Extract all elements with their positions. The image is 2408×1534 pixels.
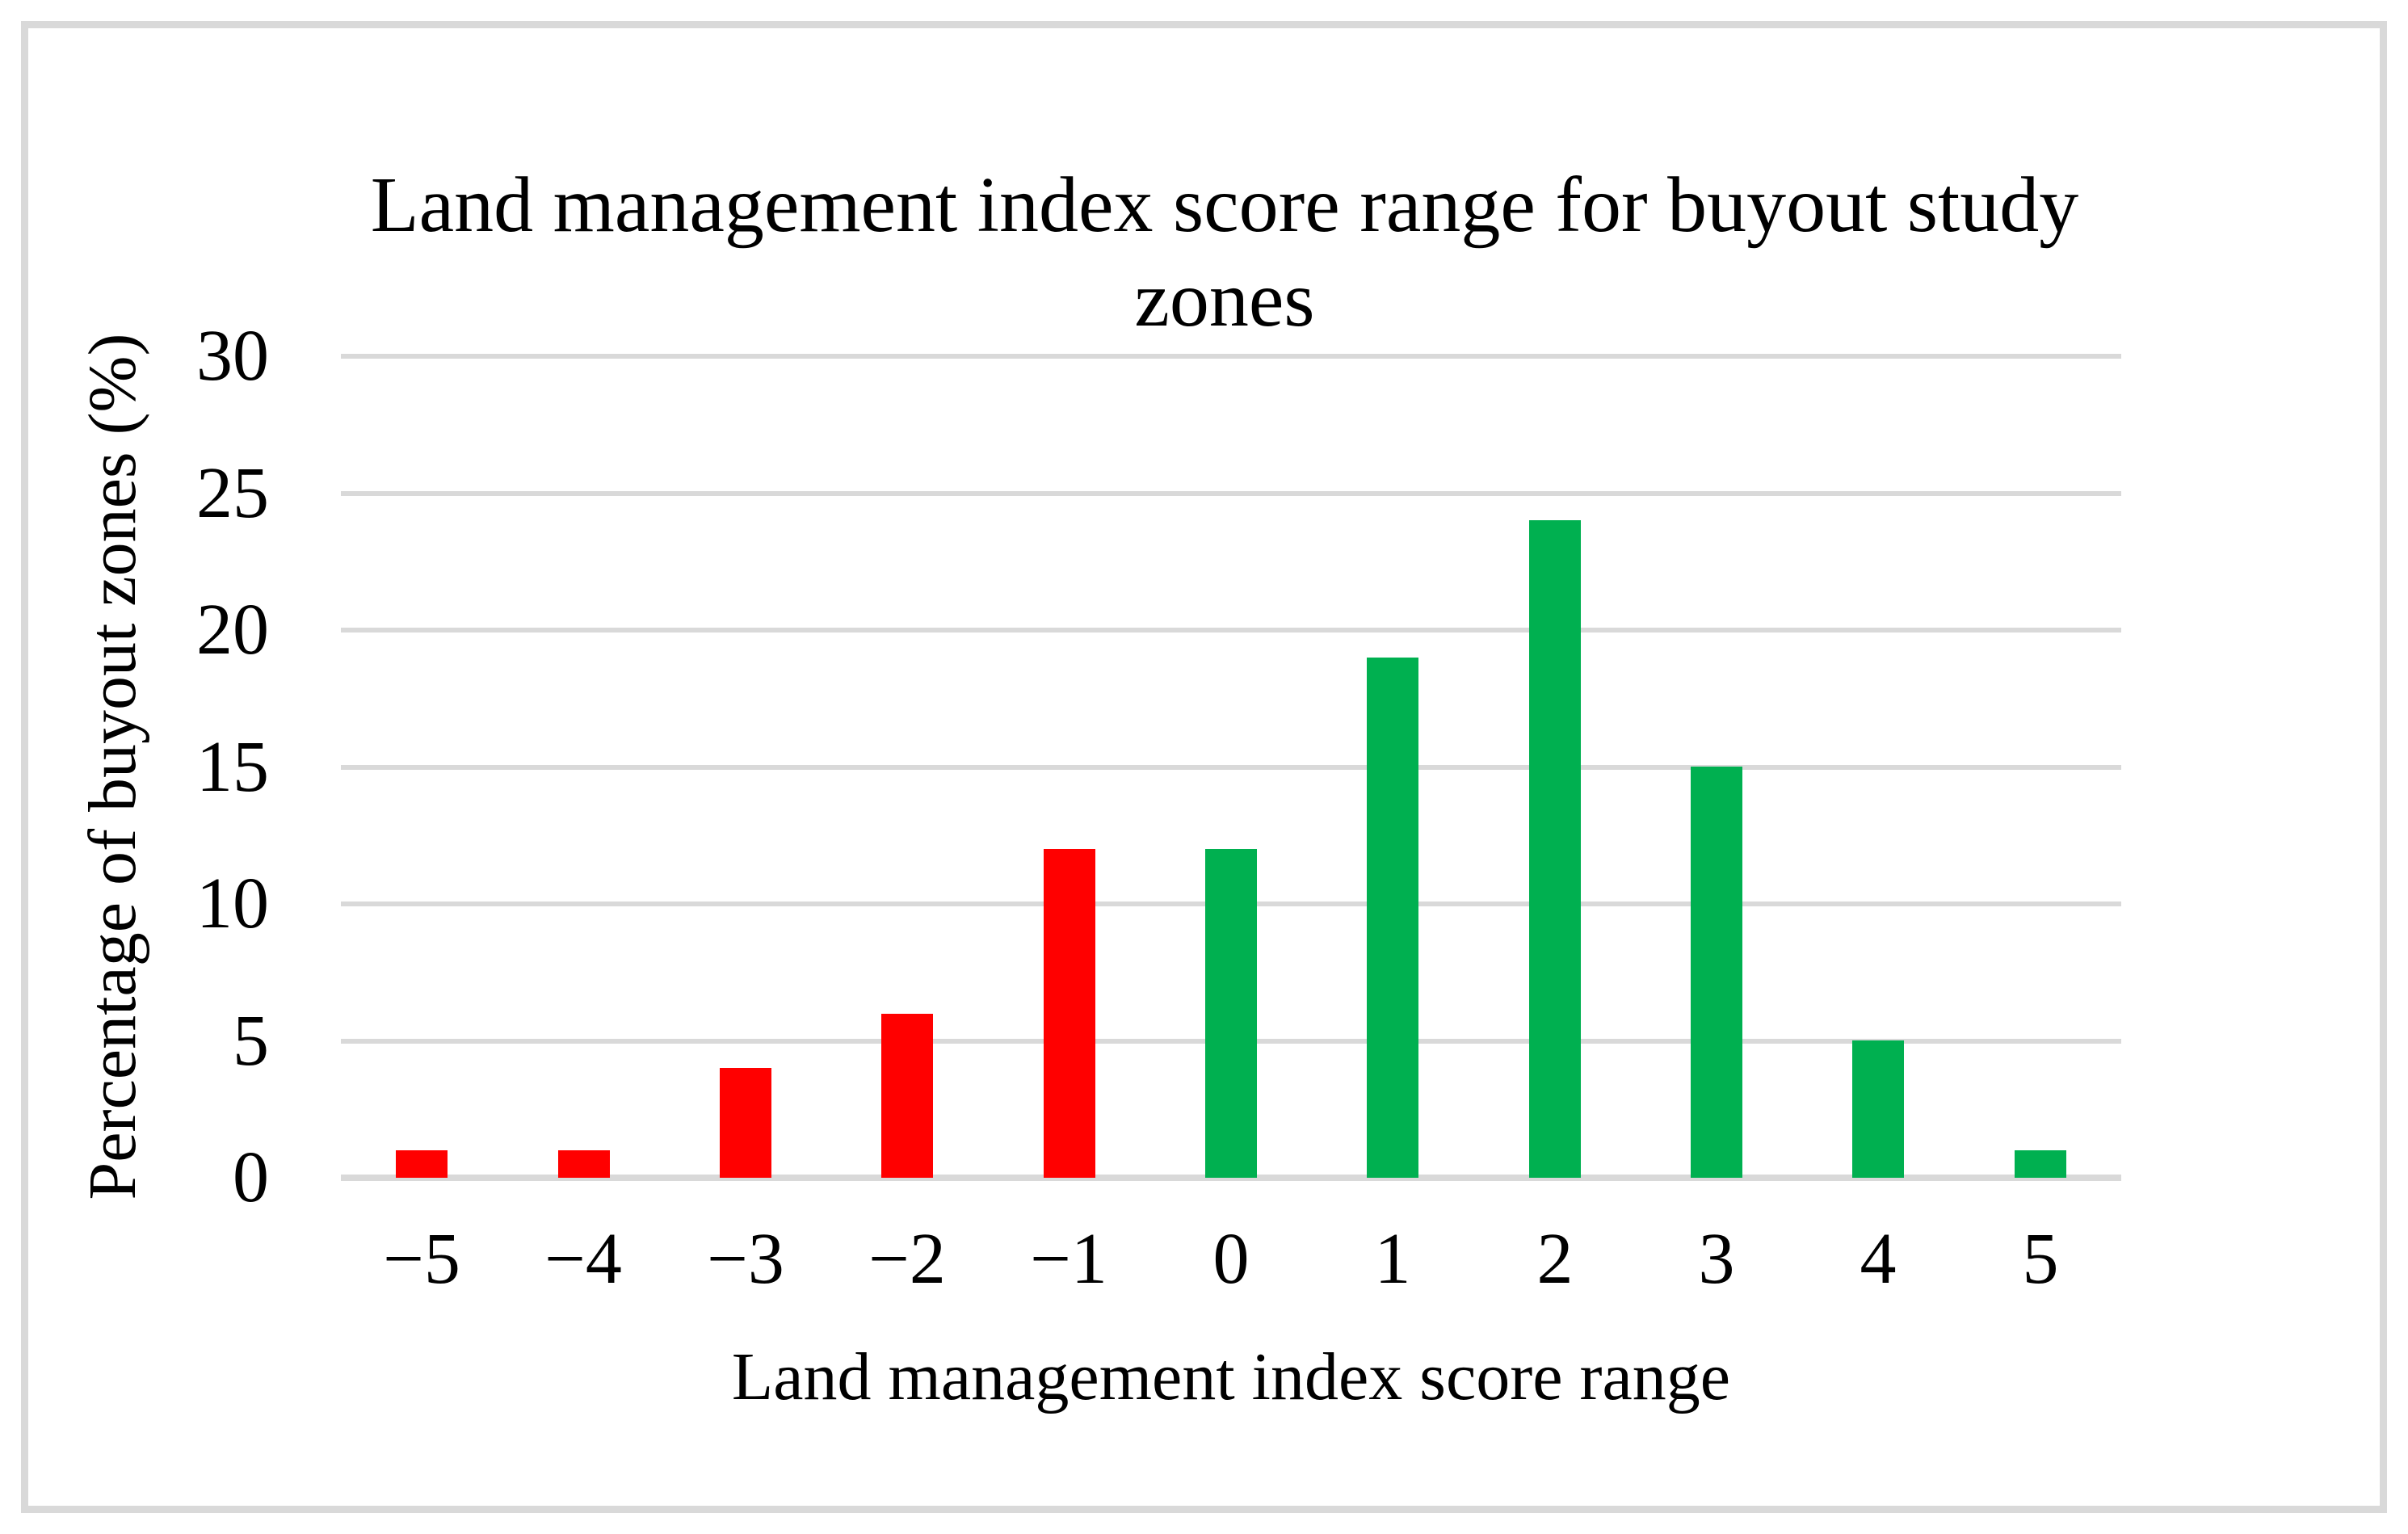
x-tick-label: 0 [1212, 1219, 1250, 1299]
y-tick-label: 10 [196, 864, 269, 944]
bar [2015, 1150, 2066, 1178]
x-tick-label: −2 [868, 1219, 946, 1299]
bar [1852, 1040, 1904, 1178]
bar [1205, 849, 1257, 1178]
x-tick-label: 2 [1536, 1219, 1574, 1299]
bar [1529, 520, 1581, 1178]
x-axis-title: Land management index score range [731, 1339, 1731, 1414]
bar [881, 1014, 933, 1178]
x-tick-label: −5 [383, 1219, 460, 1299]
y-tick-label: 15 [196, 727, 269, 807]
x-tick-label: −3 [707, 1219, 784, 1299]
x-tick-label: 3 [1698, 1219, 1735, 1299]
y-tick-label: 0 [233, 1137, 269, 1217]
x-tick-label: −4 [544, 1219, 622, 1299]
y-tick-label: 25 [196, 453, 269, 533]
x-tick-label: 4 [1860, 1219, 1897, 1299]
bar [1691, 767, 1742, 1178]
bar [720, 1068, 771, 1178]
bar [396, 1150, 448, 1178]
gridline [341, 628, 2121, 633]
y-axis-ticks: 0 5 10 15 20 25 30 [0, 0, 269, 1534]
plot-area [341, 354, 2121, 1181]
gridline [341, 354, 2121, 359]
x-tick-label: 5 [2022, 1219, 2059, 1299]
y-tick-label: 5 [233, 1001, 269, 1081]
y-tick-label: 20 [196, 590, 269, 670]
y-tick-label: 30 [196, 316, 269, 396]
bar [1367, 658, 1418, 1178]
gridline [341, 491, 2121, 496]
bar [558, 1150, 610, 1178]
gridline [341, 765, 2121, 770]
x-tick-label: 1 [1374, 1219, 1411, 1299]
chart-title: Land management index score range for bu… [370, 162, 2079, 343]
x-tick-label: −1 [1030, 1219, 1107, 1299]
x-axis-line [341, 1175, 2121, 1181]
bar [1044, 849, 1095, 1178]
